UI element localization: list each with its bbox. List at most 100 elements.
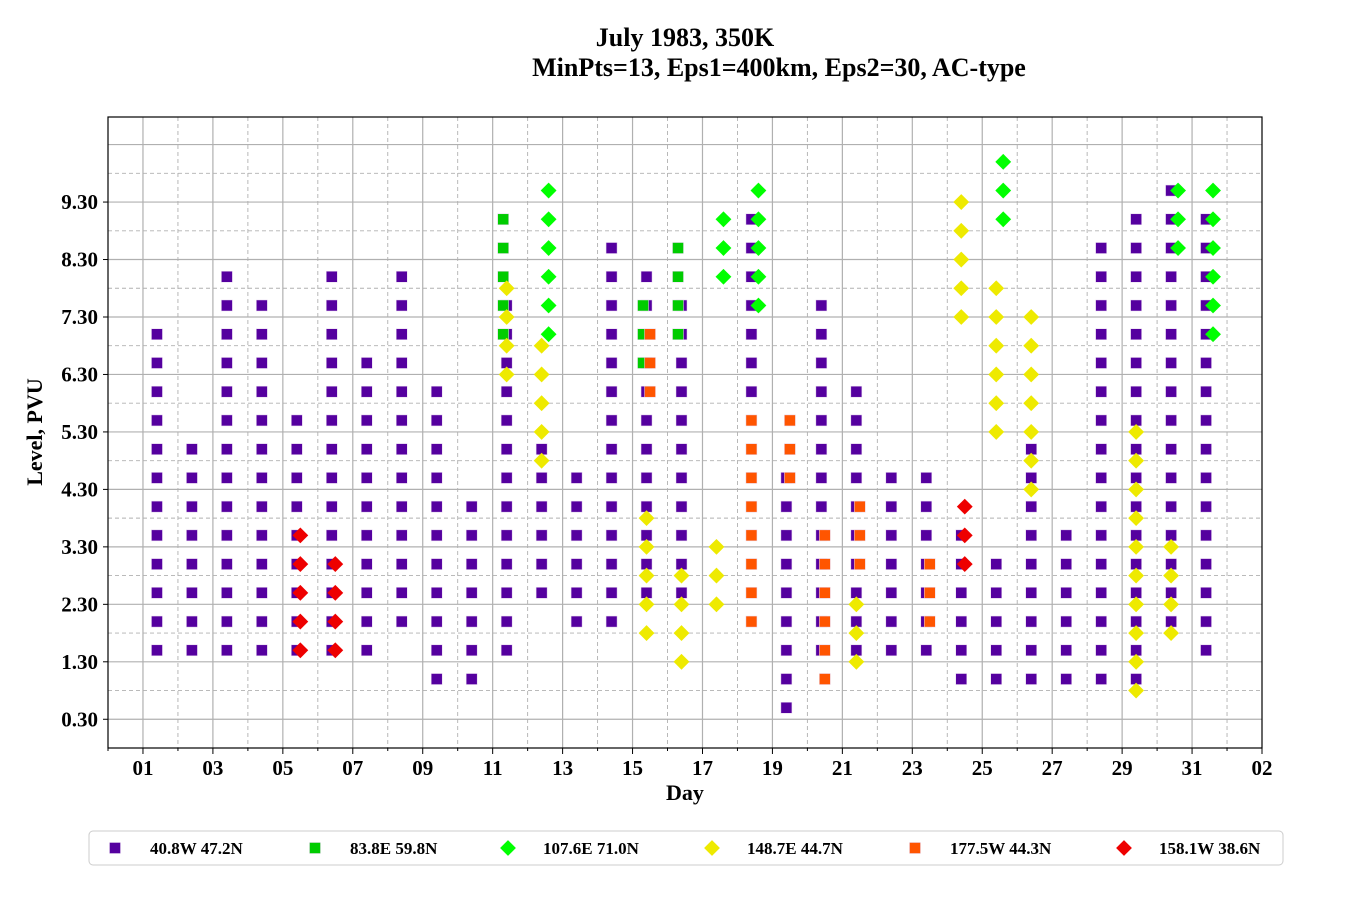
data-point-square <box>745 529 758 542</box>
data-point-square <box>1025 615 1037 628</box>
data-point-square <box>675 357 688 369</box>
data-point-square <box>326 443 338 455</box>
data-point-square <box>850 443 863 455</box>
data-point-square <box>885 644 898 657</box>
data-point-diamond <box>638 625 655 641</box>
data-point-diamond <box>750 211 767 228</box>
data-point-diamond <box>708 596 725 613</box>
data-point-diamond <box>533 424 550 440</box>
data-point-diamond <box>673 653 690 670</box>
data-point-square <box>361 385 373 398</box>
data-point-square <box>815 472 828 484</box>
y-tick-label: 8.30 <box>61 248 98 272</box>
data-point-square <box>1165 328 1177 340</box>
data-point-diamond <box>1205 297 1221 314</box>
data-point-square <box>1095 587 1107 599</box>
data-point-square <box>1165 385 1177 398</box>
data-point-diamond <box>292 527 309 544</box>
data-point-square <box>500 500 513 513</box>
data-point-square <box>326 529 338 542</box>
x-tick-label: 27 <box>1042 756 1063 780</box>
data-point-square <box>256 529 268 542</box>
data-point-square <box>1095 558 1107 570</box>
data-point-square <box>500 558 513 570</box>
data-point-square <box>780 558 793 570</box>
data-point-square <box>675 500 688 513</box>
data-point-square <box>745 587 758 599</box>
data-point-square <box>151 414 163 427</box>
data-point-square <box>465 644 478 657</box>
x-tick-label: 07 <box>342 756 363 780</box>
data-point-square <box>605 271 618 283</box>
data-point-square <box>640 271 653 283</box>
data-point-square <box>497 299 509 312</box>
data-point-square <box>186 500 198 513</box>
y-tick-label: 4.30 <box>61 477 98 501</box>
data-points <box>151 153 1221 714</box>
data-point-square <box>430 644 443 657</box>
data-point-square <box>955 673 968 685</box>
data-point-diamond <box>956 498 973 515</box>
data-point-square <box>784 472 796 484</box>
data-point-square <box>395 472 408 484</box>
legend-entry: 158.1W 38.6N <box>1116 839 1261 858</box>
data-point-square <box>1130 242 1142 254</box>
data-point-square <box>675 472 688 484</box>
data-point-square <box>395 529 408 542</box>
data-point-square <box>640 472 653 484</box>
data-point-diamond <box>540 240 557 256</box>
data-point-diamond <box>995 211 1012 228</box>
data-point-square <box>924 615 936 628</box>
data-point-square <box>326 328 338 340</box>
data-point-square <box>1200 529 1212 542</box>
data-point-square <box>500 414 513 427</box>
data-point-square <box>361 443 373 455</box>
data-point-square <box>361 500 373 513</box>
data-point-square <box>291 414 303 427</box>
data-point-square <box>1165 500 1177 513</box>
data-point-diamond <box>715 240 732 256</box>
data-point-diamond <box>292 613 309 630</box>
data-point-square <box>854 529 866 542</box>
data-point-square <box>500 615 513 628</box>
data-point-diamond <box>848 596 865 613</box>
data-point-diamond <box>327 584 344 601</box>
data-point-square <box>819 558 831 570</box>
data-point-diamond <box>1128 481 1145 498</box>
data-point-square <box>605 472 618 484</box>
data-point-square <box>1060 673 1072 685</box>
data-point-square <box>815 500 828 513</box>
legend-entry: 40.8W 47.2N <box>109 839 243 858</box>
data-point-diamond <box>292 556 309 573</box>
data-point-square <box>605 299 618 312</box>
data-point-square <box>256 615 268 628</box>
data-point-diamond <box>708 567 725 584</box>
data-point-diamond <box>1170 182 1186 199</box>
y-tick-label: 5.30 <box>61 420 98 444</box>
data-point-square <box>151 615 163 628</box>
data-point-square <box>605 615 618 628</box>
data-point-square <box>361 529 373 542</box>
data-point-diamond <box>1205 268 1221 285</box>
data-point-square <box>1130 299 1142 312</box>
data-point-square <box>256 558 268 570</box>
data-point-diamond <box>540 297 557 314</box>
data-point-square <box>605 242 618 254</box>
data-point-square <box>1095 472 1107 484</box>
data-point-square <box>570 587 583 599</box>
legend-label: 158.1W 38.6N <box>1159 839 1261 858</box>
data-point-square <box>819 644 831 657</box>
data-point-square <box>570 500 583 513</box>
data-point-square <box>784 414 796 427</box>
data-point-square <box>430 472 443 484</box>
plot-frame <box>107 116 1263 749</box>
data-point-diamond <box>956 527 973 544</box>
data-point-square <box>500 529 513 542</box>
data-point-square <box>186 443 198 455</box>
data-point-square <box>361 357 373 369</box>
data-point-square <box>395 414 408 427</box>
legend-label: 83.8E 59.8N <box>350 839 438 858</box>
data-point-diamond <box>1128 424 1145 440</box>
data-point-square <box>819 587 831 599</box>
data-point-square <box>326 500 338 513</box>
